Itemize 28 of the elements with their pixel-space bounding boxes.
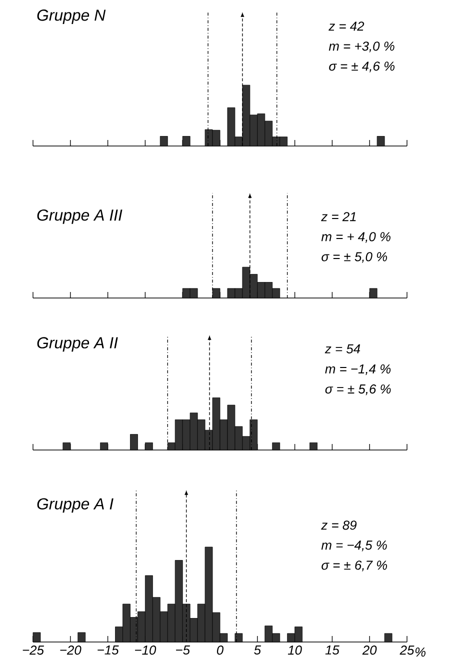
text: m = + 4,0 % bbox=[321, 232, 390, 243]
x-tick-label: 10 bbox=[288, 646, 302, 655]
annotation: σ = ± 6,7 % bbox=[322, 560, 388, 572]
annotation: m = −4,5 % bbox=[321, 540, 387, 552]
x-tick-label: −25 bbox=[22, 646, 44, 655]
text: z = 42 bbox=[328, 22, 364, 31]
text: z = 54 bbox=[324, 344, 360, 354]
chart-title: Gruppe A I bbox=[37, 498, 114, 513]
x-tick-label: 15 bbox=[325, 646, 340, 655]
text: σ = ± 5,0 % bbox=[322, 252, 388, 263]
x-tick-label: −20 bbox=[60, 646, 82, 655]
x-tick-label: 25 bbox=[400, 646, 414, 655]
x-tick-label: −15 bbox=[98, 646, 119, 655]
text: z = 21 bbox=[321, 212, 356, 222]
chart-title: Gruppe N bbox=[37, 10, 106, 24]
chart-title: Gruppe A II bbox=[37, 337, 118, 352]
text: m = +3,0 % bbox=[328, 42, 394, 52]
text: σ = ± 5,6 % bbox=[325, 384, 391, 396]
x-tick-label: 20 bbox=[362, 646, 377, 655]
x-tick-label: −5 bbox=[176, 646, 190, 655]
x-axis-title: % bbox=[415, 648, 426, 657]
text: z = 89 bbox=[321, 520, 357, 530]
text: σ = ± 4,6 % bbox=[329, 62, 394, 72]
text: m = −1,4 % bbox=[325, 364, 391, 376]
x-tick-label: 5 bbox=[254, 646, 262, 655]
chart-title: Gruppe A III bbox=[37, 209, 122, 224]
x-tick-label: 0 bbox=[216, 646, 224, 655]
x-tick-label: −10 bbox=[135, 646, 156, 655]
